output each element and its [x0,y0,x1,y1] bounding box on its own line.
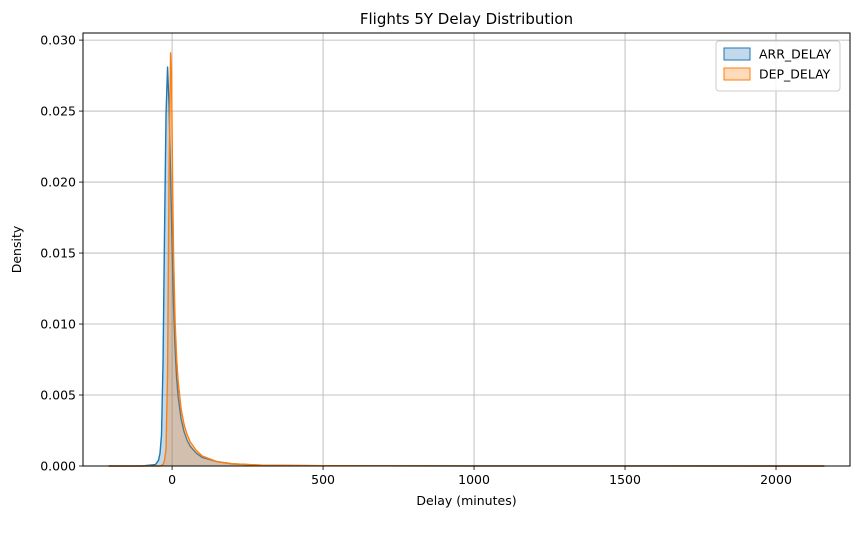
x-tick-label: 2000 [760,472,792,487]
legend-swatch [723,47,751,61]
legend-frame [715,40,841,92]
y-tick-label: 0.020 [40,175,76,190]
legend-swatch [723,67,751,81]
x-tick-label: 1000 [458,472,490,487]
y-tick-label: 0.005 [40,388,76,403]
y-tick-label: 0.000 [40,459,76,474]
plot-area-frame [82,32,851,467]
y-axis-title: Density [9,225,24,273]
ticks: 0 500 1000 1500 2000 0.000 0.005 0.010 0.015 0.02… [40,33,792,487]
x-axis-title: Delay (minutes) [416,493,516,508]
y-tick-label: 0.025 [40,104,76,119]
series-line-dep-delay [108,52,825,467]
x-tick-label: 0 [168,472,176,487]
chart-title: Flights 5Y Delay Distribution [360,10,573,28]
series-area-arr-delay [108,67,825,466]
legend-label: DEP_DELAY [759,67,831,82]
x-tick-label: 1500 [609,472,641,487]
y-tick-label: 0.030 [40,33,76,48]
y-tick-label: 0.010 [40,317,76,332]
grid [83,33,850,467]
series-layer [108,52,825,467]
legend: ARR_DELAY DEP_DELAY [715,40,841,92]
legend-label: ARR_DELAY [759,47,832,62]
x-tick-label: 500 [311,472,335,487]
y-tick-label: 0.015 [40,246,76,261]
series-area-dep-delay [108,52,825,466]
